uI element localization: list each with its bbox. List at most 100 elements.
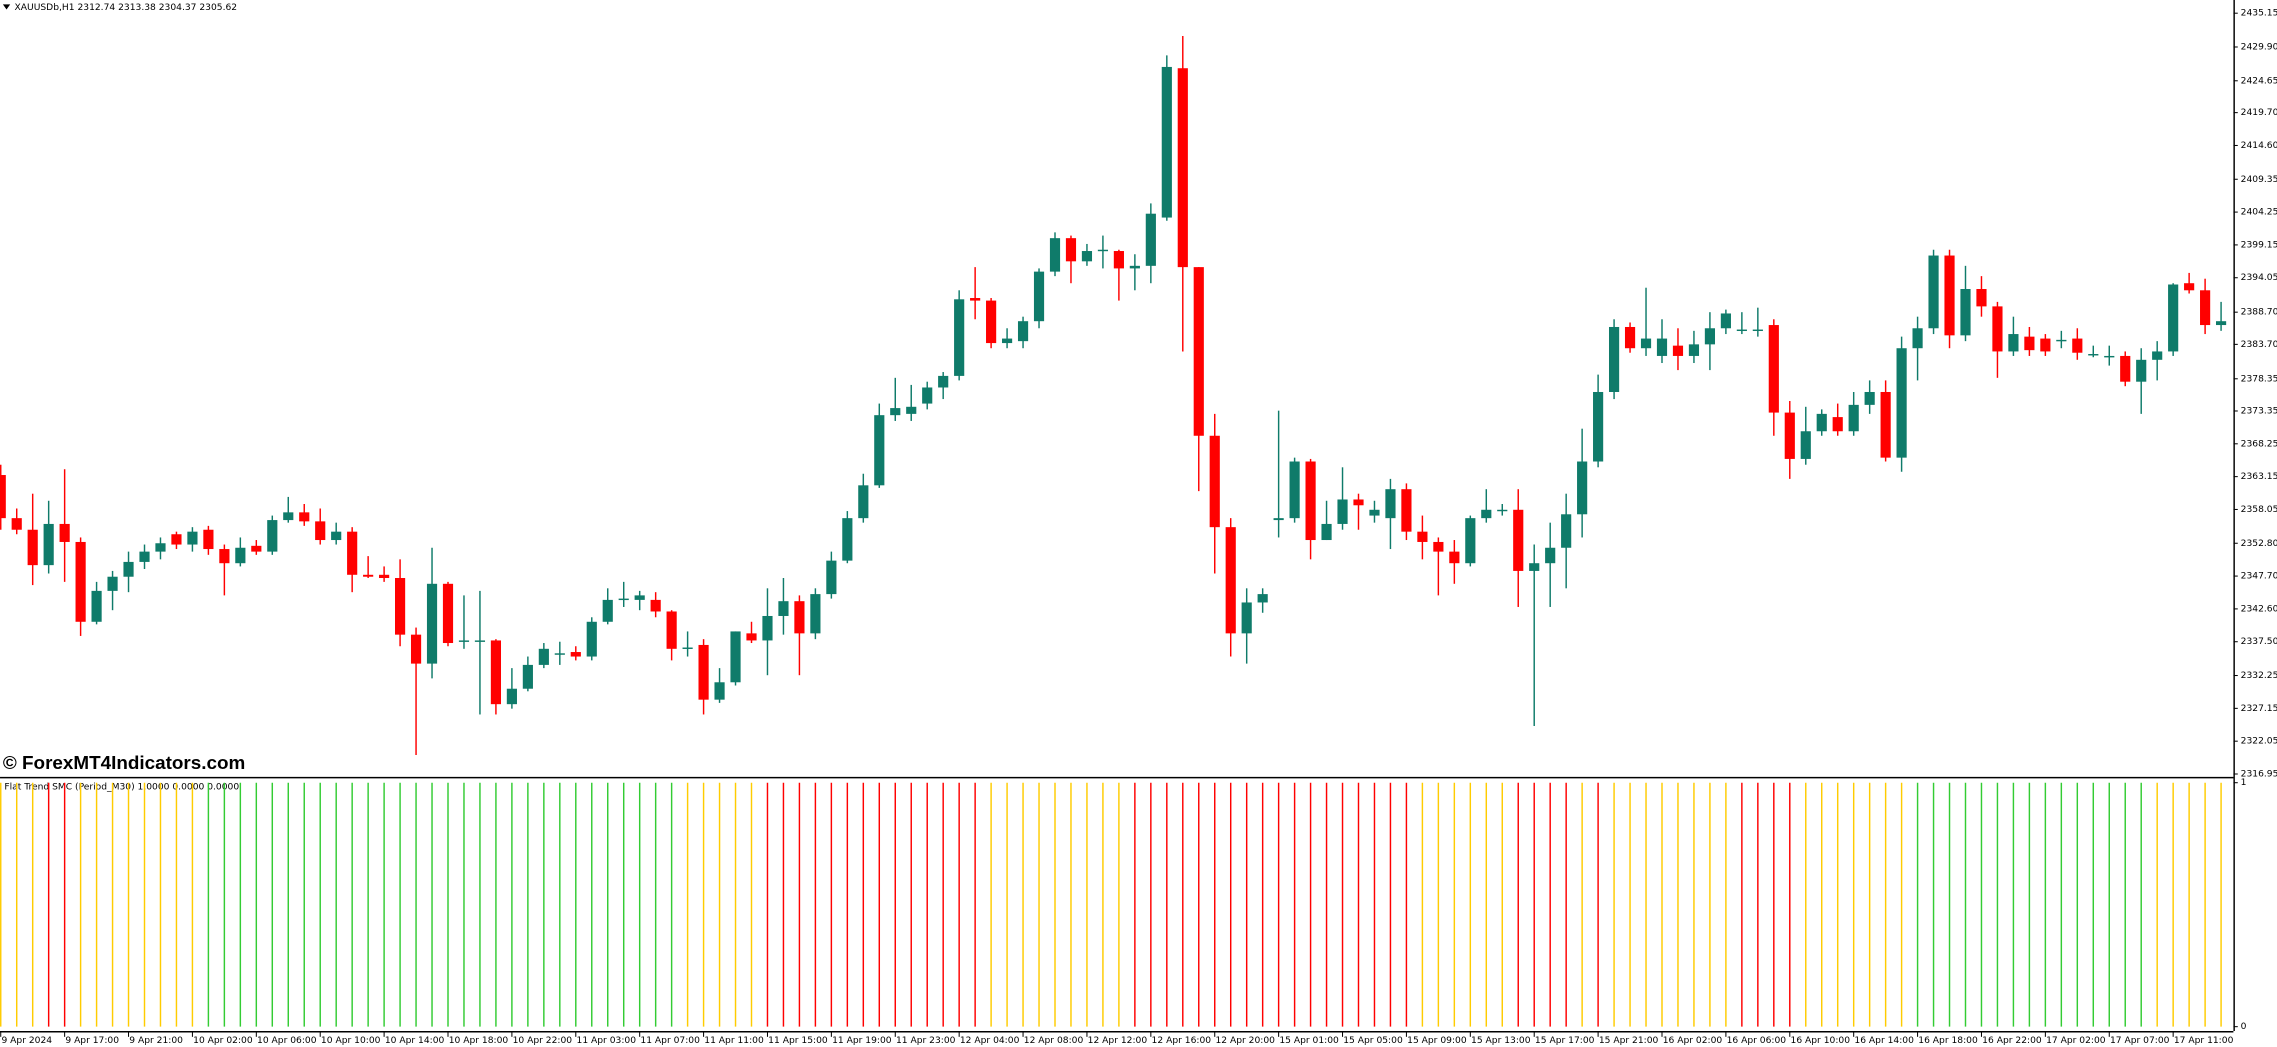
- candle-body: [139, 551, 150, 562]
- candle-body: [2072, 338, 2083, 353]
- candle-body: [2215, 321, 2227, 326]
- x-tick-label: 10 Apr 06:00: [257, 1036, 317, 1046]
- candle-body: [1992, 306, 2003, 352]
- candle-body: [1593, 391, 1604, 462]
- candle-body: [826, 560, 837, 595]
- candle-body: [347, 531, 358, 575]
- candle-body: [75, 541, 86, 622]
- x-tick-label: 15 Apr 05:00: [1343, 1036, 1403, 1046]
- candle-body: [27, 529, 38, 566]
- candle-body: [394, 578, 406, 635]
- candle-body: [1800, 431, 1811, 459]
- y-tick-label: 2363.15: [2241, 472, 2277, 482]
- candle-body: [1097, 249, 1109, 252]
- candle-body: [1321, 523, 1332, 541]
- candle-body: [1736, 329, 1747, 332]
- y-tick-label: 2414.60: [2241, 141, 2277, 151]
- candle-body: [2024, 336, 2035, 351]
- candle-body: [1001, 338, 1013, 344]
- candle-body: [1113, 251, 1124, 269]
- y-tick-label: 2435.15: [2241, 9, 2277, 19]
- candle-body: [1273, 518, 1284, 521]
- candle-body: [1976, 289, 1987, 307]
- candle-body: [938, 375, 949, 388]
- candle-body: [1513, 509, 1524, 571]
- candle-body: [2168, 284, 2179, 352]
- candle-body: [0, 475, 6, 519]
- candle-body: [1784, 412, 1795, 459]
- candle-body: [522, 664, 533, 689]
- candle-body: [1848, 404, 1859, 432]
- candle-body: [506, 688, 517, 705]
- candle-body: [2200, 290, 2211, 326]
- candle-body: [2104, 355, 2115, 358]
- candle-body: [586, 621, 597, 657]
- x-tick-label: 16 Apr 18:00: [1918, 1036, 1978, 1046]
- candle-body: [810, 594, 821, 634]
- x-tick-label: 15 Apr 09:00: [1407, 1036, 1467, 1046]
- x-tick-label: 10 Apr 14:00: [385, 1036, 445, 1046]
- candle-body: [1417, 531, 1428, 542]
- candle-body: [490, 640, 502, 705]
- candle-body: [1960, 289, 1971, 336]
- y-tick-label: 2373.35: [2241, 406, 2277, 416]
- candle-body: [363, 574, 374, 577]
- candle-body: [59, 523, 70, 542]
- x-tick-label: 11 Apr 23:00: [896, 1036, 956, 1046]
- candle-body: [554, 653, 565, 655]
- candle-body: [2152, 351, 2163, 360]
- candle-body: [1656, 338, 1668, 356]
- y-tick-label: 2352.80: [2241, 539, 2277, 549]
- candle-body: [778, 601, 789, 616]
- candle-body: [1720, 313, 1731, 329]
- x-tick-label: 17 Apr 02:00: [2046, 1036, 2106, 1046]
- candle-body: [730, 631, 741, 683]
- chart-title: XAUUSDb,H1 2312.74 2313.38 2304.37 2305.…: [15, 3, 238, 13]
- watermark: © ForexMT4Indicators.com: [3, 752, 245, 773]
- candle-body: [1529, 563, 1540, 571]
- candle-body: [1832, 417, 1843, 432]
- candle-body: [1161, 66, 1172, 218]
- candle-body: [1065, 238, 1077, 262]
- candle-body: [107, 576, 118, 591]
- candle-body: [858, 485, 869, 519]
- candle-body: [1033, 271, 1045, 322]
- x-tick-label: 17 Apr 11:00: [2174, 1036, 2234, 1046]
- candle-body: [1768, 325, 1779, 413]
- candle-body: [1896, 348, 1907, 458]
- candle-body: [1816, 413, 1827, 432]
- candle-body: [203, 529, 214, 550]
- x-tick-label: 9 Apr 21:00: [129, 1036, 183, 1046]
- candle-body: [267, 520, 278, 552]
- candle-body: [2184, 283, 2195, 291]
- candle-body: [746, 633, 757, 641]
- candle-body: [2136, 359, 2147, 382]
- menu-triangle[interactable]: [2, 4, 11, 10]
- y-tick-label: 2337.50: [2241, 637, 2277, 647]
- candle-body: [1545, 547, 1556, 564]
- y-tick-label: 2429.90: [2241, 42, 2277, 52]
- candle-body: [1017, 321, 1029, 342]
- candle-body: [986, 300, 997, 344]
- y-tick-label: 2342.60: [2241, 604, 2277, 614]
- candle-body: [1752, 329, 1763, 332]
- y-tick-label: 1: [2241, 778, 2247, 788]
- candle-body: [1912, 328, 1923, 349]
- candle-body: [1577, 461, 1588, 515]
- x-tick-label: 12 Apr 04:00: [960, 1036, 1020, 1046]
- y-tick-label: 2322.05: [2241, 737, 2277, 747]
- candle-body: [458, 640, 470, 642]
- candle-body: [1225, 527, 1236, 634]
- candle-body: [634, 595, 645, 600]
- candle-body: [283, 512, 294, 521]
- candle-body: [1385, 489, 1396, 519]
- candle-body: [1369, 509, 1380, 516]
- candle-body: [1193, 267, 1204, 436]
- x-tick-label: 11 Apr 15:00: [768, 1036, 828, 1046]
- candle-body: [11, 518, 22, 530]
- candle-body: [1481, 509, 1492, 519]
- candle-body: [714, 682, 725, 700]
- x-tick-label: 15 Apr 21:00: [1599, 1036, 1659, 1046]
- x-tick-label: 9 Apr 17:00: [65, 1036, 119, 1046]
